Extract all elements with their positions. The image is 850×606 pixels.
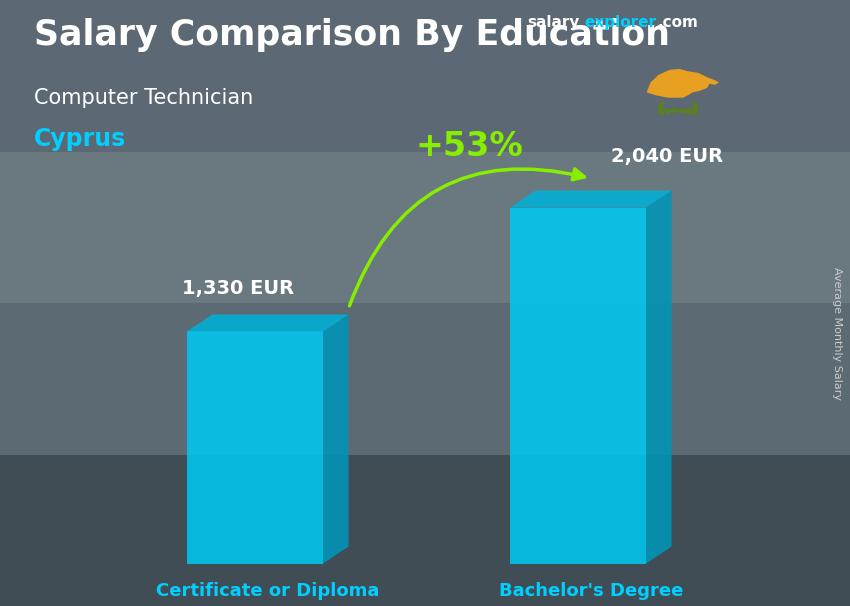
Polygon shape bbox=[647, 69, 710, 98]
Polygon shape bbox=[187, 315, 348, 331]
Text: Salary Comparison By Education: Salary Comparison By Education bbox=[34, 18, 670, 52]
Text: +53%: +53% bbox=[416, 130, 524, 164]
Text: Average Monthly Salary: Average Monthly Salary bbox=[832, 267, 842, 400]
Polygon shape bbox=[697, 73, 719, 85]
Bar bbox=[0, 0, 850, 152]
Polygon shape bbox=[187, 331, 323, 564]
Text: Cyprus: Cyprus bbox=[34, 127, 127, 152]
Text: 2,040 EUR: 2,040 EUR bbox=[611, 147, 723, 166]
Text: 1,330 EUR: 1,330 EUR bbox=[182, 279, 294, 298]
Polygon shape bbox=[646, 190, 672, 564]
Polygon shape bbox=[510, 190, 672, 207]
Text: .com: .com bbox=[657, 15, 698, 30]
Polygon shape bbox=[510, 207, 646, 564]
Text: Computer Technician: Computer Technician bbox=[34, 88, 253, 108]
Bar bbox=[0, 303, 850, 454]
Text: explorer: explorer bbox=[585, 15, 657, 30]
Bar bbox=[0, 454, 850, 606]
Bar bbox=[0, 152, 850, 303]
Text: salary: salary bbox=[527, 15, 580, 30]
Polygon shape bbox=[323, 315, 348, 564]
Text: Bachelor's Degree: Bachelor's Degree bbox=[499, 582, 683, 600]
Text: Certificate or Diploma: Certificate or Diploma bbox=[156, 582, 379, 600]
